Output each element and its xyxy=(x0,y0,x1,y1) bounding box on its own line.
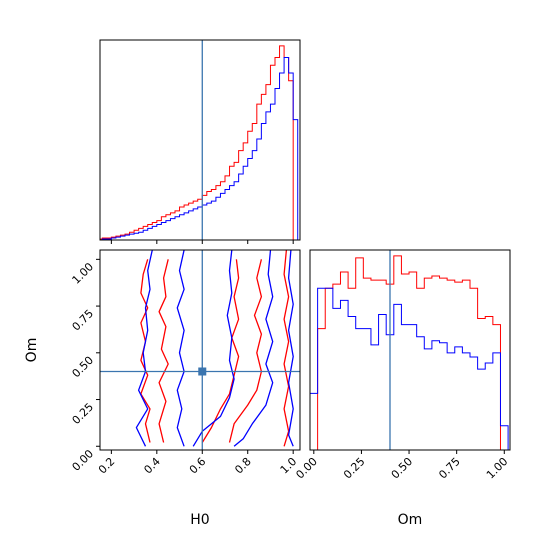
joint-y-axis-label: Om xyxy=(24,338,40,363)
joint-contour-1-0 xyxy=(135,250,153,447)
om-marginal-frame xyxy=(309,249,511,451)
h0-hist-series-0 xyxy=(100,45,298,240)
om-x-tick-label: 0.00 xyxy=(293,455,320,482)
h0-x-tick-label: 0.8 xyxy=(232,455,254,477)
joint-contour-0-4 xyxy=(283,250,290,447)
om-y-tick-label: 0.50 xyxy=(70,354,97,381)
om-x-tick-label: 0.75 xyxy=(436,455,463,482)
joint-frame xyxy=(99,249,301,451)
om-marginal-panel: 0.00 0.25 0.50 0.75 1.00 xyxy=(293,249,511,482)
joint-contour-1-2 xyxy=(192,250,235,447)
h0-marginal-panel xyxy=(99,39,301,244)
h0-axis-label: H0 xyxy=(190,512,209,528)
om-x-tick-label: 1.00 xyxy=(484,455,511,482)
om-x-tick-label: 0.25 xyxy=(341,455,368,482)
h0-om-joint-panel: 0.2 0.4 0.6 0.8 1.00.000.250.500.751.00 xyxy=(70,249,301,477)
om-axis-label: Om xyxy=(398,512,423,528)
joint-contour-0-0 xyxy=(140,259,151,443)
om-hist-series-0 xyxy=(310,255,509,450)
h0-x-tick-label: 0.6 xyxy=(187,455,209,477)
h0-hist-series-1 xyxy=(100,56,299,240)
joint-contour-1-4 xyxy=(287,250,294,447)
joint-contour-1-3 xyxy=(233,250,274,447)
om-y-tick-label: 0.25 xyxy=(70,400,97,427)
om-hist-series-1 xyxy=(310,287,509,450)
joint-contour-0-3 xyxy=(228,259,263,443)
h0-x-tick-label: 0.2 xyxy=(96,455,118,477)
joint-truth-marker xyxy=(198,367,207,376)
om-y-tick-label: 0.00 xyxy=(70,447,97,474)
h0-marginal-frame xyxy=(99,39,301,241)
joint-contour-0-2 xyxy=(201,259,240,443)
om-x-tick-label: 0.50 xyxy=(389,455,416,482)
joint-contour-1-1 xyxy=(176,250,185,447)
joint-contour-0-1 xyxy=(158,259,169,443)
h0-x-tick-label: 0.4 xyxy=(141,455,163,477)
om-y-tick-label: 1.00 xyxy=(70,260,97,287)
om-y-tick-label: 0.75 xyxy=(70,307,97,334)
